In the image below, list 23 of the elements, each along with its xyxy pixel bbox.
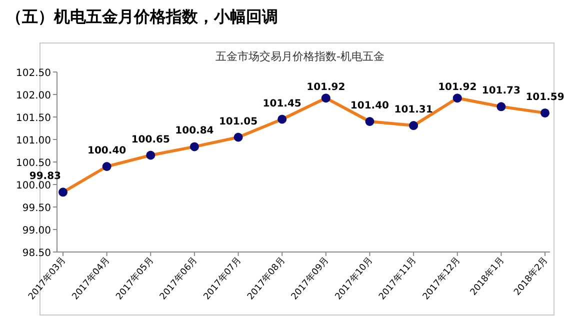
data-label: 101.40 (350, 100, 390, 112)
data-label: 101.73 (482, 86, 521, 97)
text: （五）机电五金月价格指数，小幅回调 (6, 7, 278, 26)
y-tick-label: 99.50 (22, 203, 51, 214)
data-label: 101.31 (394, 104, 433, 116)
y-tick-label: 98.50 (22, 248, 51, 259)
y-tick-label: 99.00 (22, 226, 51, 236)
y-tick-label: 100.50 (16, 158, 51, 169)
data-label: 100.65 (131, 134, 170, 146)
data-label: 101.92 (438, 82, 477, 94)
y-tick-label: 100.00 (16, 180, 51, 192)
y-tick-label: 102.00 (16, 90, 51, 102)
data-label: 101.59 (526, 92, 564, 103)
y-tick-label: 101.50 (16, 113, 51, 124)
y-tick-label: 101.00 (16, 136, 51, 146)
data-label: 101.92 (306, 82, 346, 94)
data-label: 100.84 (175, 126, 214, 137)
data-label: 99.83 (29, 171, 62, 182)
data-label: 100.40 (88, 146, 126, 156)
data-label: 101.05 (218, 116, 258, 128)
chart-title: 五金市场交易月价格指数-机电五金 (216, 50, 384, 63)
data-label: 101.45 (262, 98, 302, 110)
y-tick-label: 102.50 (16, 68, 51, 79)
